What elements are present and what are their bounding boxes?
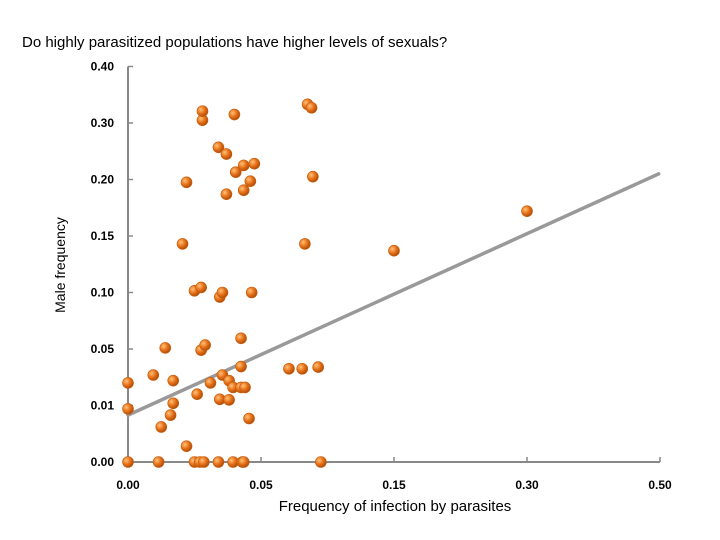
data-point — [147, 369, 160, 381]
data-point — [237, 184, 250, 197]
chart-title: Do highly parasitized populations have h… — [22, 34, 448, 51]
trend-line — [126, 172, 661, 417]
data-point — [122, 377, 134, 389]
data-point — [235, 332, 247, 345]
data-point — [220, 188, 233, 200]
data-point — [307, 170, 319, 183]
data-point — [180, 176, 193, 189]
data-point — [229, 166, 242, 178]
data-point — [305, 101, 318, 114]
axes — [127, 65, 661, 463]
data-point — [122, 456, 134, 468]
x-tick-label: 0.50 — [648, 478, 672, 492]
data-point — [212, 456, 225, 468]
data-point — [228, 108, 241, 121]
data-point — [159, 342, 172, 354]
y-tick-label: 0.40 — [91, 60, 115, 74]
data-point — [239, 381, 251, 394]
x-tick-label: 0.00 — [116, 478, 140, 492]
data-point — [315, 456, 327, 468]
data-point — [196, 105, 209, 117]
data-point — [237, 456, 250, 468]
data-point — [248, 157, 261, 170]
data-point — [167, 397, 180, 410]
x-tick-label: 0.05 — [249, 478, 273, 492]
data-point — [299, 238, 311, 250]
data-point — [212, 141, 225, 154]
data-point — [164, 409, 177, 421]
y-tick-label: 0.01 — [91, 399, 115, 413]
x-tick-label: 0.30 — [515, 478, 539, 492]
x-tick-label: 0.15 — [382, 478, 406, 492]
data-point — [220, 148, 233, 160]
data-point — [237, 159, 250, 172]
data-point — [216, 286, 229, 299]
y-tick-label: 0.30 — [91, 116, 115, 130]
y-tick-label: 0.15 — [91, 229, 115, 243]
trend-line-group — [126, 172, 661, 417]
data-point — [152, 456, 165, 468]
data-point — [243, 412, 255, 425]
data-point — [167, 374, 180, 387]
data-point — [198, 456, 210, 468]
data-point — [191, 388, 203, 401]
y-tick-label: 0.20 — [91, 173, 115, 187]
data-point — [155, 421, 168, 433]
data-point — [122, 403, 134, 415]
data-point — [283, 362, 295, 375]
y-tick-label: 0.00 — [91, 455, 115, 469]
data-point — [388, 244, 400, 257]
data-point — [521, 205, 533, 217]
y-tick-label: 0.10 — [91, 286, 115, 300]
data-point — [180, 440, 193, 452]
y-tick-label: 0.05 — [91, 342, 115, 356]
tick-labels: 0.00 0.01 0.05 0.10 0.15 0.20 0.30 0.40 0.00 0.05… — [91, 60, 672, 493]
data-point — [244, 175, 257, 187]
data-point — [223, 394, 235, 406]
data-point — [296, 362, 309, 375]
data-point — [195, 281, 207, 294]
x-axis-label: Frequency of infection by parasites — [278, 498, 512, 515]
data-point — [235, 360, 247, 373]
data-point — [245, 286, 258, 299]
data-point — [312, 361, 324, 373]
data-points — [122, 98, 533, 468]
data-point — [176, 238, 189, 250]
data-point — [204, 377, 217, 389]
data-point — [199, 339, 211, 351]
